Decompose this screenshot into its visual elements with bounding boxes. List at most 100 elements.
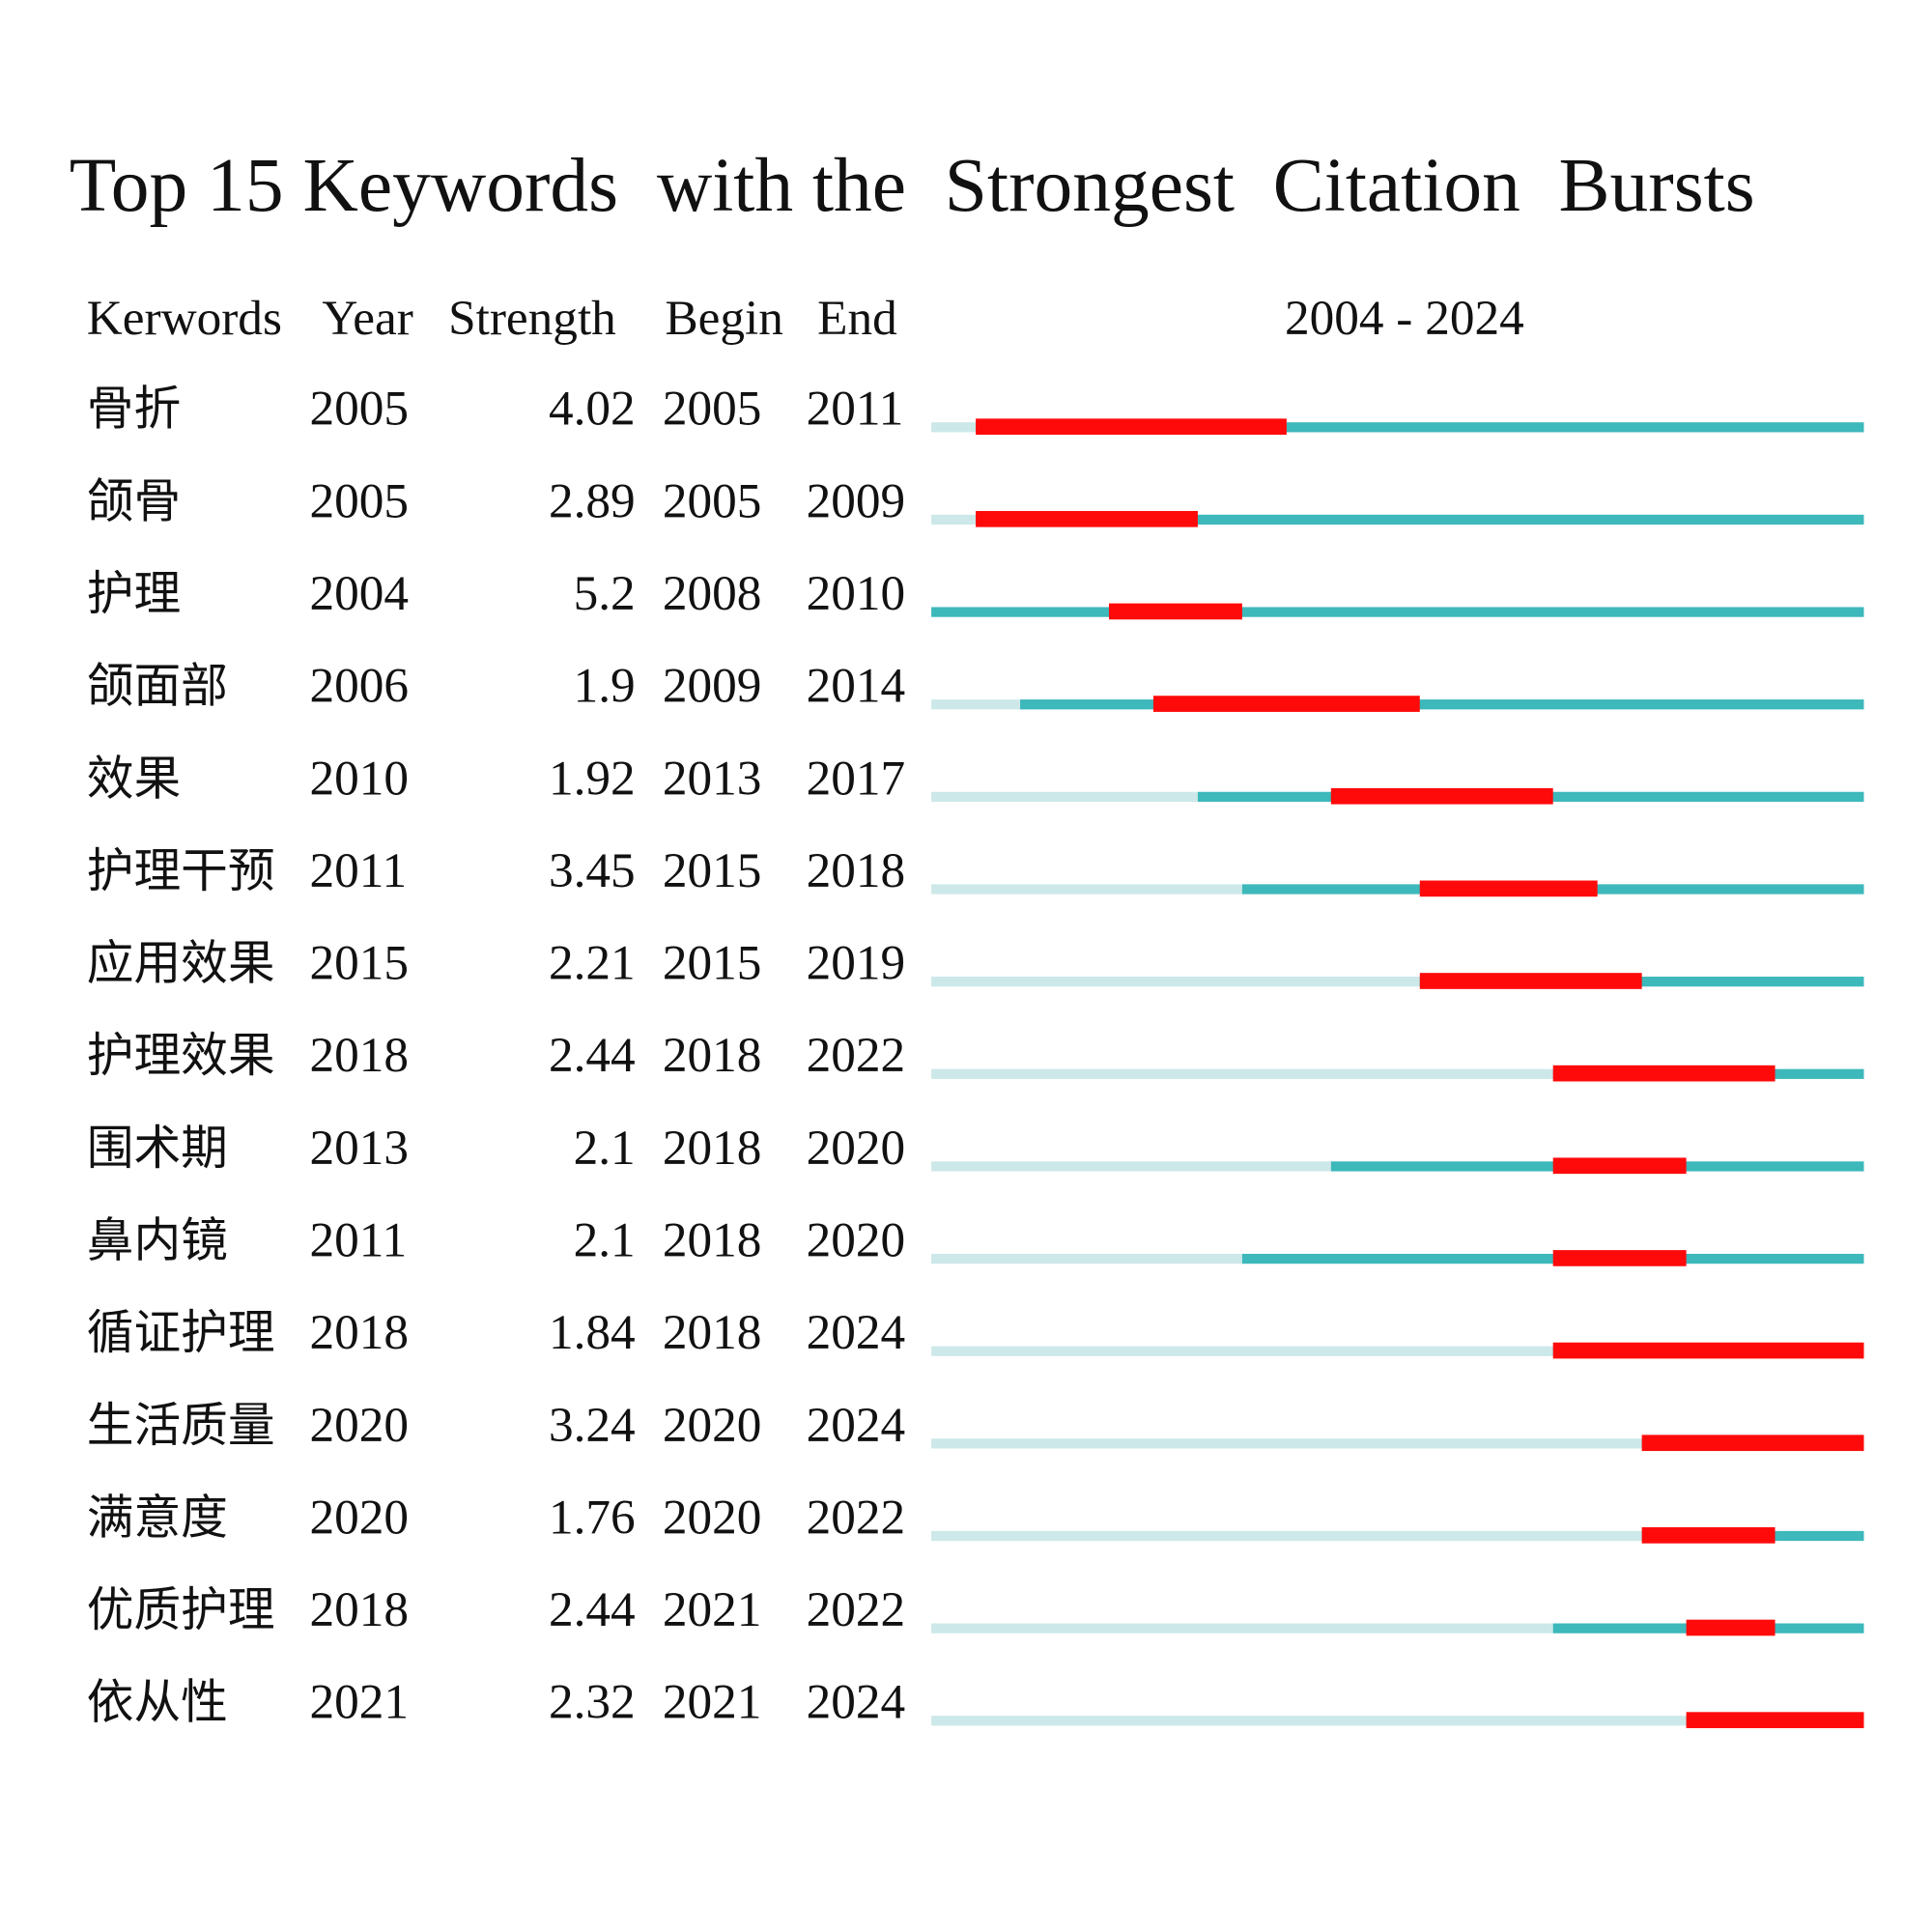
end: 2022 (807, 1582, 906, 1637)
end: 2024 (807, 1305, 906, 1360)
column-header: Strength (448, 291, 616, 346)
year: 2010 (310, 751, 410, 806)
inactive-segment (931, 1716, 1687, 1726)
begin: 2021 (663, 1582, 762, 1637)
burst-bar (1552, 1157, 1687, 1175)
end: 2014 (807, 659, 906, 714)
column-header: Begin (665, 291, 782, 346)
keyword: 循证护理 (87, 1306, 275, 1360)
begin: 2008 (663, 566, 762, 621)
end: 2022 (807, 1028, 906, 1083)
burst-bar (1641, 1527, 1776, 1544)
end: 2009 (807, 473, 906, 528)
burst-bar (976, 510, 1198, 527)
keyword: 优质护理 (87, 1583, 275, 1637)
keyword: 护理干预 (87, 844, 275, 898)
begin: 2018 (663, 1121, 762, 1176)
keyword: 围术期 (87, 1122, 228, 1176)
inactive-segment (931, 699, 1021, 710)
end: 2017 (807, 751, 906, 806)
strength: 3.45 (549, 843, 636, 898)
strength: 2.44 (549, 1028, 636, 1083)
keyword: 颌骨 (87, 474, 181, 528)
column-header: Kerwords (87, 291, 282, 346)
strength: 2.32 (549, 1675, 636, 1730)
strength: 2.1 (574, 1213, 636, 1268)
year: 2011 (310, 1213, 408, 1268)
year: 2021 (310, 1675, 410, 1730)
inactive-segment (931, 1438, 1642, 1449)
begin: 2021 (663, 1675, 762, 1730)
active-segment (976, 422, 1864, 433)
end: 2020 (807, 1121, 906, 1176)
year: 2018 (310, 1305, 410, 1360)
range-label: 2004 - 2024 (1285, 291, 1524, 346)
begin: 2020 (663, 1398, 762, 1453)
burst-bar (1552, 1342, 1864, 1359)
keyword: 依从性 (87, 1676, 228, 1730)
year: 2004 (310, 566, 410, 621)
year: 2006 (310, 659, 410, 714)
begin: 2015 (663, 936, 762, 991)
strength: 2.1 (574, 1121, 636, 1176)
keyword: 满意度 (87, 1491, 228, 1545)
end: 2011 (807, 382, 904, 437)
year: 2005 (310, 382, 410, 437)
begin: 2013 (663, 751, 762, 806)
year: 2020 (310, 1490, 410, 1545)
chart-title: Top 15 Keywords with the Strongest Citat… (70, 143, 1755, 228)
strength: 1.76 (549, 1490, 636, 1545)
inactive-segment (931, 884, 1242, 895)
year: 2020 (310, 1398, 410, 1453)
year: 2011 (310, 843, 408, 898)
keyword: 应用效果 (87, 937, 275, 991)
begin: 2020 (663, 1490, 762, 1545)
begin: 2018 (663, 1028, 762, 1083)
burst-bar (1152, 696, 1420, 712)
burst-bar (1108, 603, 1242, 620)
burst-bar (976, 418, 1287, 435)
keyword: 护理效果 (87, 1029, 275, 1083)
end: 2018 (807, 843, 906, 898)
begin: 2018 (663, 1213, 762, 1268)
strength: 2.21 (549, 936, 636, 991)
begin: 2005 (663, 382, 762, 437)
year: 2005 (310, 473, 410, 528)
year: 2015 (310, 936, 410, 991)
burst-bar (1552, 1250, 1687, 1266)
inactive-segment (931, 1623, 1553, 1634)
inactive-segment (931, 791, 1198, 803)
strength: 4.02 (549, 382, 636, 437)
keyword: 骨折 (87, 383, 181, 437)
burst-bar (1552, 1065, 1776, 1082)
begin: 2018 (663, 1305, 762, 1360)
burst-bar (1419, 880, 1598, 897)
strength: 5.2 (574, 566, 636, 621)
burst-bar (1641, 1435, 1864, 1452)
burst-bar (1419, 973, 1642, 989)
keyword: 鼻内镜 (87, 1214, 228, 1268)
active-segment (931, 607, 1864, 617)
column-header: Year (322, 291, 412, 346)
strength: 1.9 (574, 659, 636, 714)
year: 2013 (310, 1121, 410, 1176)
begin: 2015 (663, 843, 762, 898)
active-segment (1020, 699, 1864, 710)
end: 2024 (807, 1675, 906, 1730)
burst-bar (1686, 1712, 1864, 1728)
strength: 1.84 (549, 1305, 636, 1360)
end: 2020 (807, 1213, 906, 1268)
keyword: 生活质量 (87, 1399, 275, 1453)
burst-bar (1330, 787, 1553, 805)
end: 2024 (807, 1398, 906, 1453)
strength: 2.89 (549, 473, 636, 528)
column-header: End (817, 291, 897, 346)
strength: 1.92 (549, 751, 636, 806)
inactive-segment (931, 422, 977, 433)
inactive-segment (931, 514, 977, 526)
keyword: 护理 (87, 567, 181, 621)
year: 2018 (310, 1028, 410, 1083)
strength: 3.24 (549, 1398, 636, 1453)
active-segment (976, 514, 1864, 526)
